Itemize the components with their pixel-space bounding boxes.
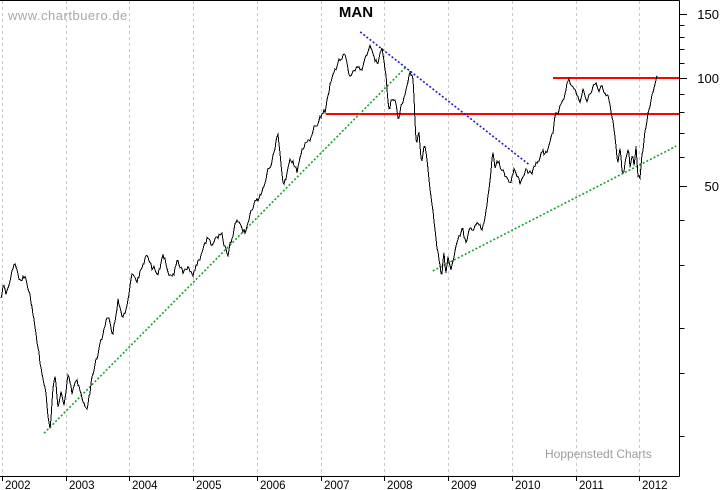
y-axis-label: 50	[705, 179, 719, 194]
source-note: Hoppenstedt Charts	[545, 447, 652, 461]
x-axis-label: 2009	[451, 480, 477, 490]
x-axis-label: 2002	[5, 480, 31, 490]
y-axis-label: 100	[697, 71, 719, 86]
x-axis-label: 2005	[196, 480, 222, 490]
x-axis-label: 2012	[642, 480, 668, 490]
uptrend-2002-2008-line	[43, 66, 407, 434]
uptrend-2008-2012-line	[432, 145, 677, 272]
y-axis-label: 150	[697, 7, 719, 22]
price-line	[0, 43, 658, 429]
x-axis-label: 2007	[324, 480, 350, 490]
x-axis-label: 2003	[69, 480, 95, 490]
watermark: www.chartbuero.de	[8, 8, 128, 23]
x-axis-label: 2006	[260, 480, 286, 490]
page-title: MAN	[338, 4, 374, 21]
x-axis-label: 2004	[132, 480, 158, 490]
downtrend-2007-2010-line	[359, 31, 531, 166]
x-axis-label: 2010	[515, 480, 541, 490]
x-axis-label: 2011	[579, 480, 604, 490]
x-axis-label: 2008	[387, 480, 413, 490]
